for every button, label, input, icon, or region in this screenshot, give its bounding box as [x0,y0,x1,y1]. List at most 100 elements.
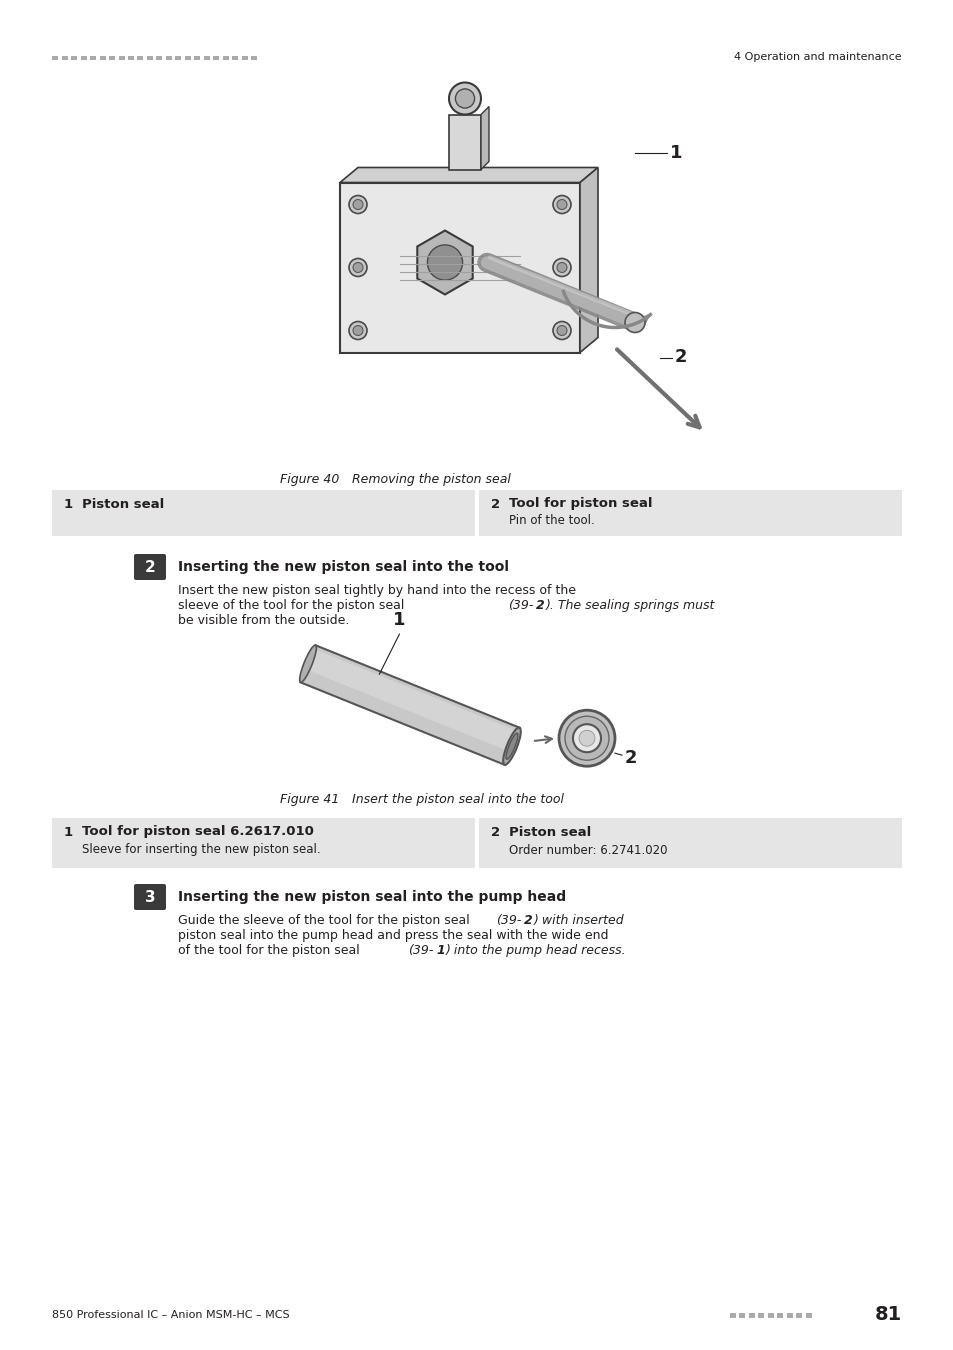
Bar [478,490,901,536]
Text: 1: 1 [64,825,73,838]
Circle shape [578,730,595,747]
Text: 2: 2 [675,348,687,366]
Text: 2: 2 [145,559,155,575]
Text: 2: 2 [536,599,544,612]
Text: 2: 2 [491,498,499,510]
Ellipse shape [299,645,316,682]
FancyBboxPatch shape [339,182,579,352]
Text: 1: 1 [393,612,405,629]
Text: Inserting the new piston seal into the tool: Inserting the new piston seal into the t… [178,560,509,574]
Polygon shape [300,645,519,764]
Circle shape [557,200,566,209]
Bar [90,55,96,59]
Bar [175,55,181,59]
Circle shape [455,89,474,108]
Circle shape [353,200,363,209]
FancyBboxPatch shape [133,554,166,580]
Text: Pin of the tool.: Pin of the tool. [509,513,594,526]
Polygon shape [416,231,473,294]
Bar [194,55,200,59]
Circle shape [349,258,367,277]
Circle shape [553,196,571,213]
Circle shape [349,321,367,339]
Bar [748,1314,754,1318]
Circle shape [553,258,571,277]
Bar [185,55,191,59]
Bar [786,1314,792,1318]
Bar [478,818,901,868]
Polygon shape [339,167,598,182]
Bar [128,55,133,59]
Text: ). The sealing springs must: ). The sealing springs must [545,599,715,612]
Bar [739,1314,744,1318]
Bar [777,1314,782,1318]
Circle shape [558,710,615,767]
Text: (39-: (39- [408,944,433,957]
Bar [147,55,152,59]
Bar [204,55,210,59]
Circle shape [624,312,644,332]
Text: piston seal into the pump head and press the seal with the wide end: piston seal into the pump head and press… [178,929,608,942]
Circle shape [564,717,608,760]
Text: 2: 2 [624,749,637,767]
Text: Piston seal: Piston seal [82,498,164,510]
Text: Guide the sleeve of the tool for the piston seal: Guide the sleeve of the tool for the pis… [178,914,474,927]
Bar [137,55,143,59]
Text: 2: 2 [523,914,532,927]
Circle shape [353,325,363,336]
Text: (39-: (39- [507,599,533,612]
Bar [252,55,257,59]
Bar [71,55,77,59]
Ellipse shape [505,733,517,759]
Text: 4 Operation and maintenance: 4 Operation and maintenance [734,53,901,62]
Circle shape [449,82,480,115]
Polygon shape [480,107,489,170]
Bar [99,55,106,59]
Text: of the tool for the piston seal: of the tool for the piston seal [178,944,363,957]
Bar [52,55,58,59]
Text: Piston seal: Piston seal [509,825,591,838]
Bar [233,55,238,59]
Polygon shape [579,167,598,352]
Bar [242,55,248,59]
Text: Order number: 6.2741.020: Order number: 6.2741.020 [509,844,667,856]
Text: 850 Professional IC – Anion MSM-HC – MCS: 850 Professional IC – Anion MSM-HC – MCS [52,1310,290,1320]
Bar [729,1314,735,1318]
Text: Figure 40: Figure 40 [280,474,339,486]
Bar [156,55,162,59]
Bar [166,55,172,59]
Text: Inserting the new piston seal into the pump head: Inserting the new piston seal into the p… [178,890,565,905]
Bar [80,55,87,59]
Circle shape [557,325,566,336]
Text: sleeve of the tool for the piston seal: sleeve of the tool for the piston seal [178,599,408,612]
Bar [449,115,480,170]
Text: Tool for piston seal 6.2617.010: Tool for piston seal 6.2617.010 [82,825,314,838]
Circle shape [427,244,462,279]
FancyBboxPatch shape [133,884,166,910]
Text: Tool for piston seal: Tool for piston seal [509,498,652,510]
Circle shape [349,196,367,213]
Text: 1: 1 [436,944,444,957]
Text: ) with inserted: ) with inserted [534,914,624,927]
Circle shape [553,321,571,339]
Text: Figure 41: Figure 41 [280,794,339,806]
Bar [796,1314,801,1318]
Text: Insert the piston seal into the tool: Insert the piston seal into the tool [339,794,563,806]
Bar [52,818,475,868]
Text: Removing the piston seal: Removing the piston seal [339,474,511,486]
Bar [118,55,125,59]
Bar [52,490,475,536]
Bar [223,55,229,59]
Text: ) into the pump head recess.: ) into the pump head recess. [446,944,626,957]
Text: 1: 1 [64,498,73,510]
Ellipse shape [502,728,520,765]
Text: 3: 3 [145,890,155,905]
Text: Insert the new piston seal tightly by hand into the recess of the: Insert the new piston seal tightly by ha… [178,585,576,597]
Bar [213,55,219,59]
Text: 2: 2 [491,825,499,838]
Bar [109,55,115,59]
Bar [767,1314,773,1318]
Bar [758,1314,763,1318]
Polygon shape [306,649,517,752]
Bar [61,55,68,59]
